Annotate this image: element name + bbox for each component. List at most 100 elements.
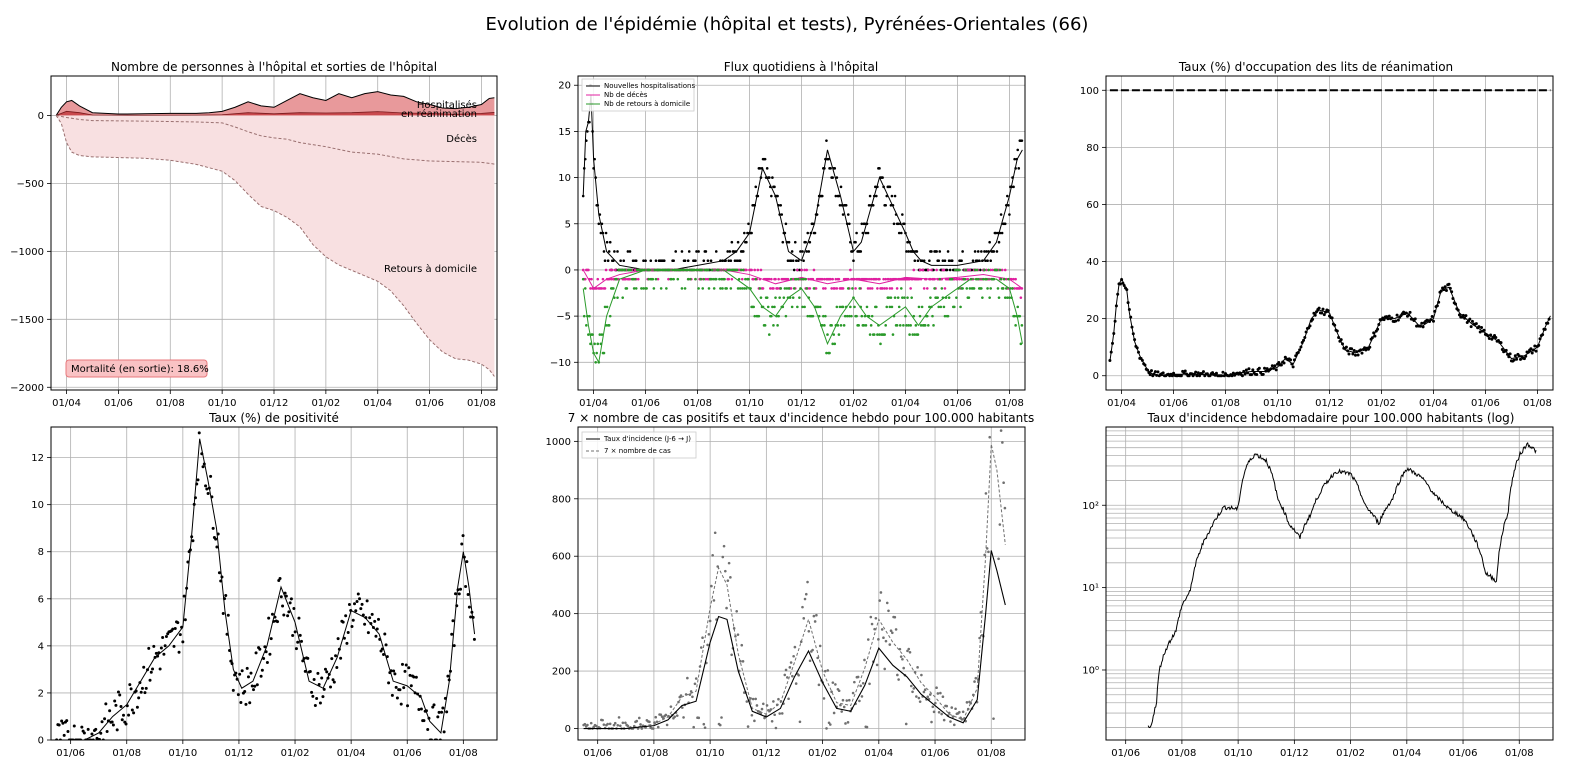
point-rea [1292, 358, 1296, 362]
point-retours [910, 296, 913, 299]
point-retours [623, 268, 627, 272]
point-hospitalisations [1000, 231, 1004, 235]
point-deces [875, 277, 878, 281]
point-hospitalisations [603, 259, 607, 263]
point-rea [1298, 348, 1302, 352]
point-positivite [393, 672, 397, 676]
y-tick-label: 2 [38, 688, 44, 699]
point-rea [1230, 374, 1234, 378]
x-tick-label: 01/12 [260, 398, 289, 409]
flux-legend-box [581, 78, 695, 112]
point-hospitalisations [784, 222, 788, 226]
point-positivite [408, 673, 412, 677]
point-hospitalisations [941, 259, 945, 263]
point-rea [1149, 369, 1153, 373]
point-retours [620, 268, 623, 272]
point-positivite [110, 720, 114, 724]
point-hospitalisations [736, 240, 740, 244]
point-rea [1404, 311, 1408, 315]
point-deces [876, 287, 879, 290]
point-deces [883, 287, 886, 290]
y-tick-label: 60 [1086, 200, 1099, 211]
point-cas [939, 691, 942, 695]
point-retours [783, 287, 787, 290]
point-positivite [414, 675, 418, 679]
point-deces [1012, 277, 1015, 281]
point-positivite [453, 592, 457, 596]
point-hospitalisations [770, 194, 773, 198]
point-positivite [440, 710, 444, 714]
point-rea [1299, 345, 1303, 349]
point-retours [763, 324, 767, 327]
point-retours [615, 277, 618, 281]
point-cas [844, 722, 847, 725]
point-retours [709, 277, 713, 281]
point-deces [956, 277, 959, 281]
point-hospitalisations [799, 250, 802, 253]
point-cas [947, 711, 951, 715]
point-retours [598, 333, 602, 336]
point-retours [999, 277, 1003, 281]
point-rea [1161, 371, 1165, 375]
point-cas [691, 695, 694, 699]
point-cas [592, 725, 596, 729]
point-deces [704, 277, 708, 281]
point-positivite [99, 731, 103, 735]
point-retours [737, 277, 741, 281]
point-retours [747, 277, 750, 281]
x-tick-label: 01/04 [52, 398, 81, 409]
point-retours [879, 342, 882, 346]
point-cas [761, 702, 765, 706]
point-deces [770, 277, 773, 281]
point-retours [837, 333, 841, 336]
point-rea [1302, 338, 1306, 342]
point-positivite [161, 636, 165, 640]
point-positivite [243, 689, 247, 693]
point-rea [1359, 348, 1363, 352]
point-rea [1538, 337, 1542, 341]
point-retours [913, 333, 917, 336]
point-retours [640, 287, 643, 290]
point-positivite [236, 693, 240, 697]
point-retours [869, 324, 873, 327]
point-positivite [426, 728, 430, 732]
point-positivite [276, 620, 280, 624]
point-retours [909, 324, 912, 327]
point-cas [686, 676, 689, 680]
y-tick-label: 10¹ [1082, 583, 1099, 594]
point-cas [812, 614, 816, 618]
point-rea [1183, 369, 1187, 373]
point-rea [1303, 335, 1307, 339]
point-hospitalisations [994, 231, 998, 235]
point-deces [885, 287, 889, 290]
point-rea [1507, 355, 1511, 359]
point-deces [624, 277, 628, 281]
point-deces [756, 268, 760, 272]
point-cas [917, 696, 921, 700]
legend-label-deces: Nb de décès [604, 91, 648, 99]
point-positivite [323, 667, 327, 671]
point-positivite [152, 644, 156, 648]
point-deces [927, 268, 930, 272]
point-positivite [432, 703, 436, 707]
point-retours [816, 305, 820, 309]
point-retours [699, 277, 702, 281]
point-positivite [62, 733, 66, 737]
point-deces [890, 287, 894, 290]
point-cas [720, 716, 723, 719]
point-positivite [469, 615, 473, 619]
point-cas [926, 695, 930, 699]
point-positivite [104, 702, 108, 706]
point-hospitalisations [735, 259, 739, 263]
point-rea [1133, 338, 1137, 342]
point-positivite [321, 695, 325, 699]
point-rea [1352, 349, 1356, 353]
point-rea [1109, 350, 1113, 354]
point-cas [740, 643, 744, 647]
point-positivite [105, 729, 109, 733]
point-cas [920, 673, 923, 677]
point-cas [874, 616, 878, 620]
point-rea [1547, 317, 1551, 321]
point-retours [797, 277, 800, 281]
point-cas [866, 638, 870, 641]
